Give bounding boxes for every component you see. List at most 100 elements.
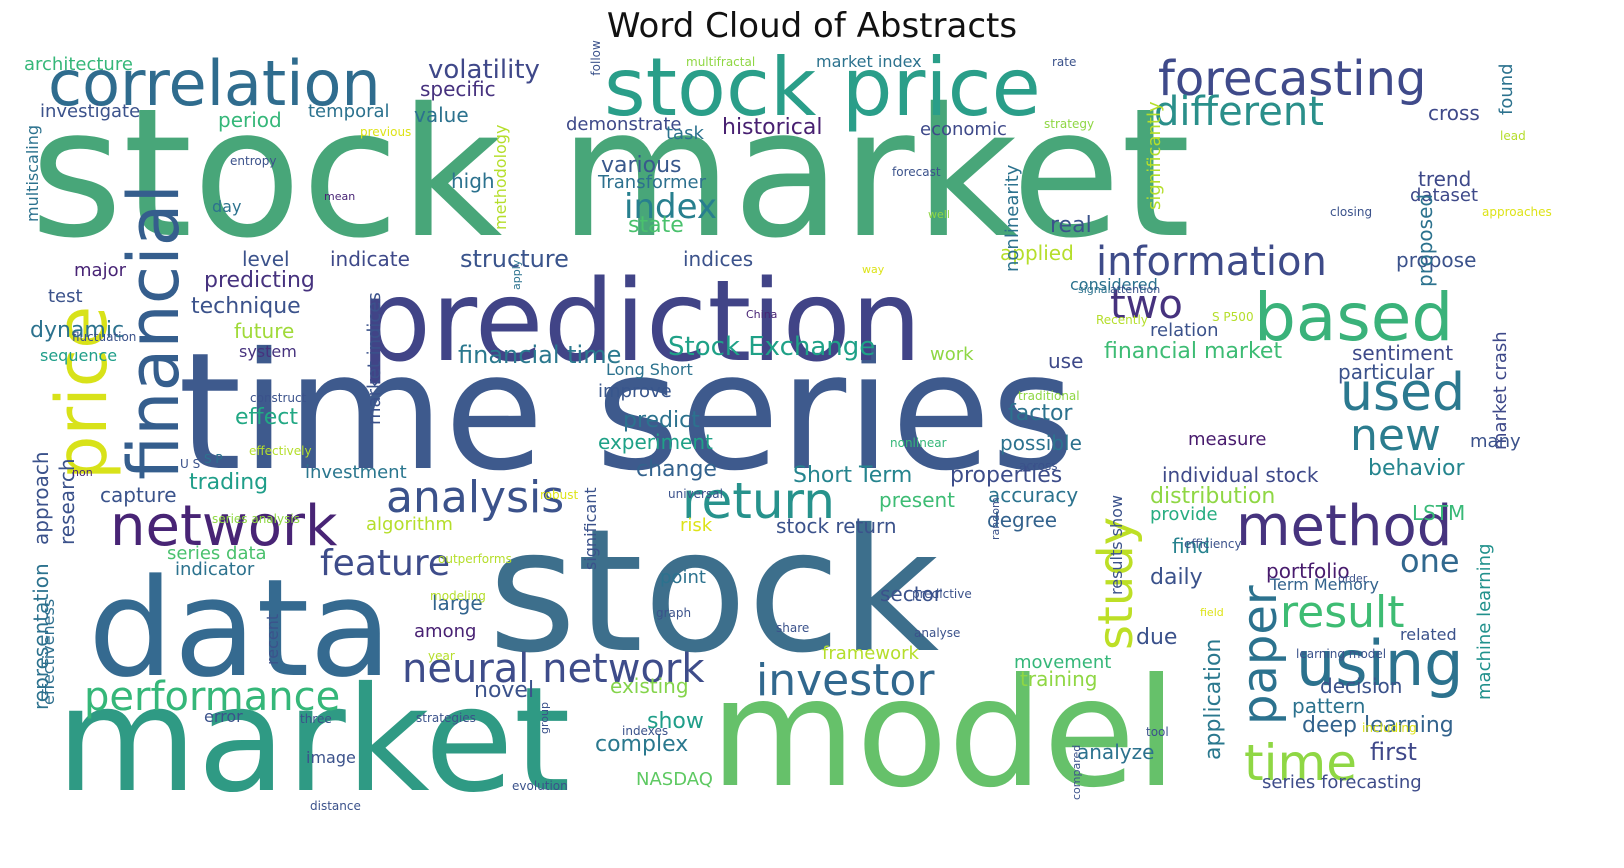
word-well: well — [928, 208, 950, 221]
word-across: across — [1019, 459, 1057, 473]
word-series-data: series data — [167, 543, 267, 564]
word-factor: factor — [1008, 401, 1073, 426]
word-application: application — [1201, 639, 1226, 760]
word-group: group — [538, 702, 551, 734]
word-nonlinear: nonlinear — [890, 436, 947, 450]
word-result: result — [1280, 587, 1404, 638]
word-stock-exchange: Stock Exchange — [668, 332, 875, 362]
word-s-p500: S P500 — [1212, 310, 1254, 324]
word-sentiment: sentiment — [1352, 341, 1453, 365]
word-trading: trading — [189, 470, 268, 495]
word-architecture: architecture — [24, 54, 133, 75]
word-portfolio: portfolio — [1266, 559, 1350, 583]
word-non: non — [72, 466, 93, 479]
word-related: related — [1400, 625, 1457, 644]
word-based: based — [1254, 279, 1453, 356]
word-market-crash: market crash — [1490, 331, 1511, 450]
word-correlation: correlation — [48, 47, 381, 120]
word-universal: universal — [668, 487, 723, 501]
word-analyse: analyse — [914, 626, 960, 640]
word-outperforms: outperforms — [438, 552, 512, 566]
word-approach: approach — [29, 451, 53, 545]
word-china: China — [746, 308, 777, 321]
word-financial-market: financial market — [1104, 339, 1282, 364]
word-two: two — [1110, 282, 1183, 328]
word-training: training — [1020, 667, 1097, 691]
word-dataset: dataset — [1410, 185, 1478, 206]
word-temporal: temporal — [308, 101, 390, 122]
word-forecasting: forecasting — [1158, 51, 1426, 107]
word-image: image — [306, 748, 356, 767]
word-volatility: volatility — [428, 55, 540, 85]
word-lead: lead — [1500, 129, 1526, 143]
word-capture: capture — [100, 483, 177, 507]
word-demonstrate: demonstrate — [566, 114, 681, 135]
word-price: price — [41, 306, 123, 480]
word-historical: historical — [722, 115, 822, 140]
word-change: change — [636, 457, 717, 482]
word-point: point — [660, 567, 706, 588]
word-series-analysis: series analysis — [212, 512, 300, 526]
word-machine-learning: machine learning — [1474, 543, 1495, 700]
word-one: one — [1400, 542, 1460, 580]
word-many: many — [1470, 431, 1521, 452]
word-possible: possible — [1000, 431, 1082, 455]
word-forecast: forecast — [892, 165, 941, 179]
word-decision: decision — [1320, 674, 1402, 698]
word-investor: investor — [756, 655, 935, 706]
word-previous: previous — [360, 125, 411, 139]
word-deep-learning: deep learning — [1302, 713, 1454, 738]
word-economic: economic — [920, 119, 1007, 140]
word-pattern: pattern — [1292, 694, 1366, 718]
word-specific: specific — [420, 77, 496, 101]
word-term-memory: Term Memory — [1269, 575, 1379, 594]
word-method: method — [1236, 494, 1452, 559]
word-evolution: evolution — [512, 779, 568, 793]
word-effectiveness: effectiveness — [39, 599, 58, 705]
word-predictive: predictive — [912, 587, 972, 601]
word-study: study — [1088, 517, 1144, 650]
word-tool: tool — [1146, 725, 1169, 739]
word-research: research — [55, 458, 79, 545]
word-work: work — [930, 344, 974, 365]
word-individual-stock: individual stock — [1162, 463, 1319, 487]
word-propose: propose — [1396, 248, 1476, 272]
word-prediction: prediction — [360, 257, 922, 387]
word-apply: apply — [510, 259, 523, 290]
word-relation: relation — [1150, 320, 1219, 341]
word-learning-model: learning model — [1296, 647, 1386, 661]
word-novel: novel — [474, 678, 534, 703]
word-degree: degree — [987, 508, 1057, 532]
word-long-short: Long Short — [606, 360, 693, 379]
word-stock-market: stock market — [30, 70, 1191, 277]
chart-title: Word Cloud of Abstracts — [606, 6, 1018, 46]
word-behavior: behavior — [1368, 456, 1466, 481]
word-error: error — [204, 707, 243, 726]
word-distribution: distribution — [1150, 484, 1275, 509]
word-approaches: approaches — [1482, 205, 1552, 219]
word-risk: risk — [680, 515, 713, 536]
word-information: information — [1096, 239, 1327, 285]
word-significant: significant — [581, 487, 600, 570]
word-modeling: modeling — [430, 589, 486, 603]
word-sequence: sequence — [40, 346, 117, 365]
word-analysis: analysis — [386, 472, 564, 523]
word-indicate: indicate — [330, 247, 410, 271]
word-technique: technique — [191, 294, 301, 319]
word-considered: considered — [1070, 275, 1158, 294]
word-rate: rate — [1052, 55, 1076, 69]
word-different: different — [1154, 89, 1324, 135]
word-nonlinearity: nonlinearity — [1002, 164, 1023, 272]
word-value: value — [414, 103, 469, 127]
word-traditional: traditional — [1018, 389, 1080, 403]
word-investigate: investigate — [40, 101, 140, 122]
word-among: among — [414, 621, 476, 642]
word-applied: applied — [1000, 241, 1074, 265]
word-multiscaling: multiscaling — [23, 125, 42, 222]
word-time-series: time series — [178, 319, 1075, 507]
word-distance: distance — [310, 799, 361, 813]
word-series-forecasting: series forecasting — [1262, 772, 1422, 793]
word-financial-time: financial time — [458, 341, 621, 369]
